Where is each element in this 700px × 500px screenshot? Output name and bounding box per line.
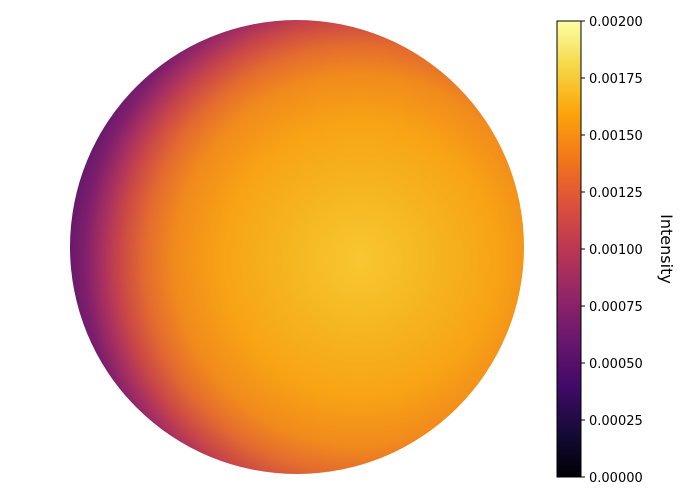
colorbar-label: Intensity xyxy=(657,214,676,284)
colorbar-tick-label: 0.00075 xyxy=(589,300,643,315)
colorbar-ticks: 0.00000 0.00025 0.00050 0.00075 0.00100 0.001… xyxy=(581,15,643,486)
colorbar-tick-label: 0.00100 xyxy=(589,243,643,258)
colorbar-tick-label: 0.00125 xyxy=(589,186,643,201)
colorbar-tick-label: 0.00000 xyxy=(589,471,643,486)
colorbar-tick-label: 0.00150 xyxy=(589,129,643,144)
colorbar: 0.00000 0.00025 0.00050 0.00075 0.00100 0.001… xyxy=(556,15,676,486)
colorbar-tick-label: 0.00025 xyxy=(589,414,643,429)
intensity-disk-group xyxy=(70,20,524,474)
intensity-disk xyxy=(70,20,524,474)
colorbar-tick-label: 0.00175 xyxy=(589,72,643,87)
colorbar-tick-label: 0.00200 xyxy=(589,15,643,30)
colorbar-tick-label: 0.00050 xyxy=(589,357,643,372)
colorbar-gradient xyxy=(556,20,582,478)
